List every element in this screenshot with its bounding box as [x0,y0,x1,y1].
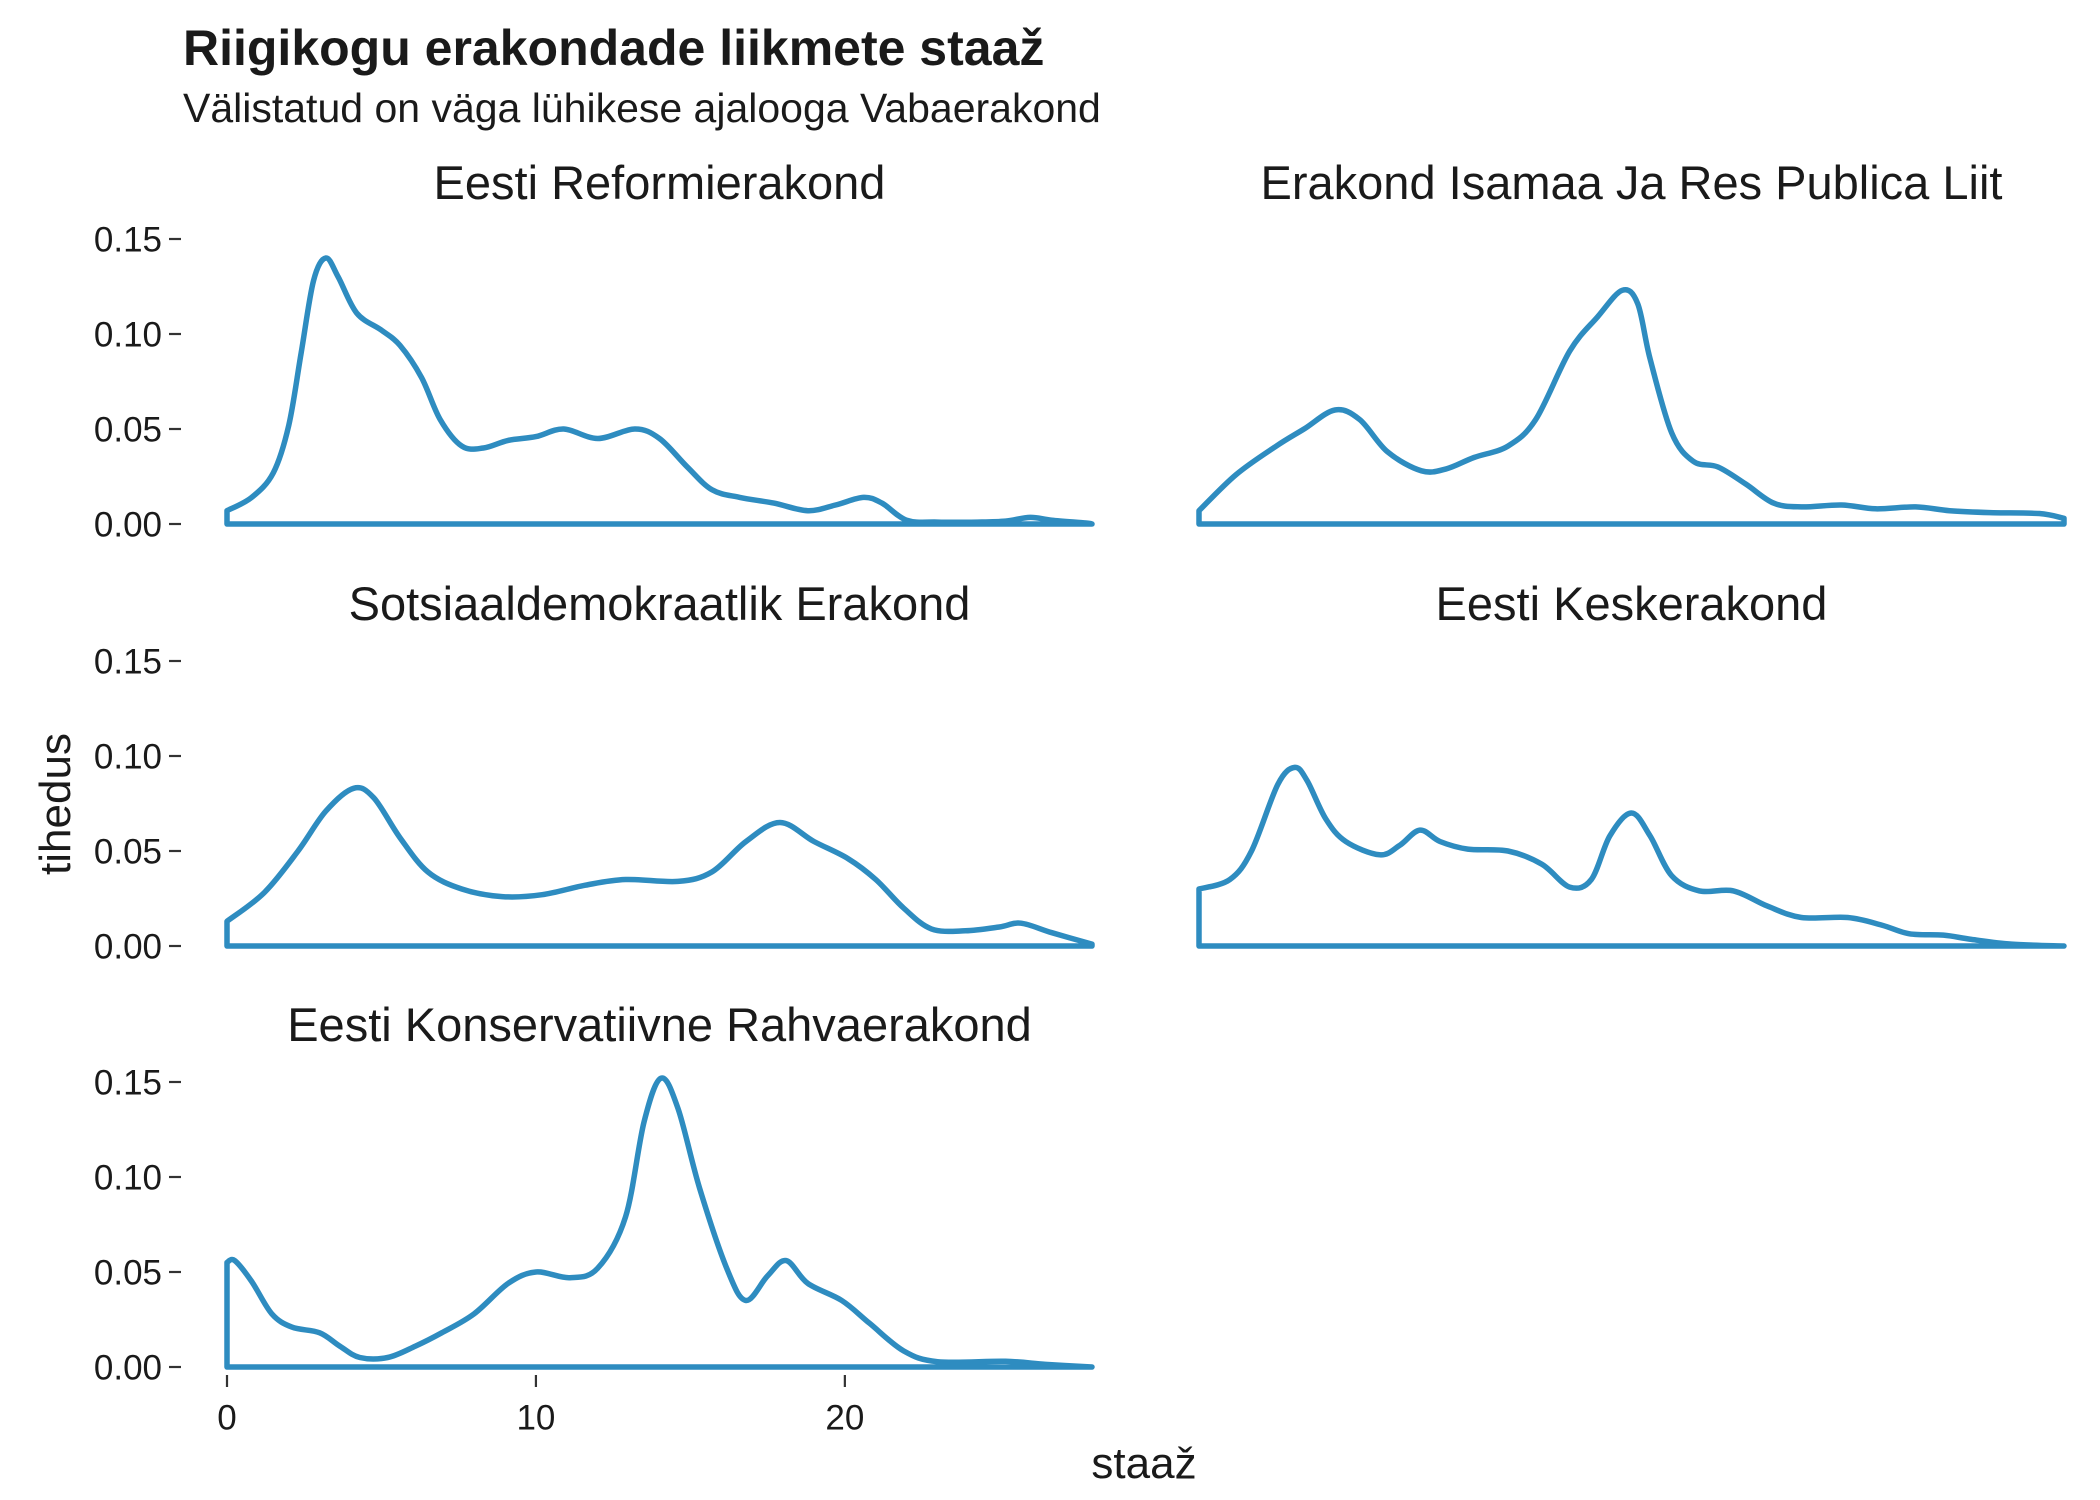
y-tick-label: 0.00 [94,1348,162,1387]
density-line [224,255,1095,527]
density-line [1196,287,2067,527]
density-line [224,784,1095,949]
panel-sotsiaaldemokraatlik-erakond: Sotsiaaldemokraatlik Erakond 0.00 0.05 0.10… [94,577,1095,966]
panel-eesti-keskerakond: Eesti Keskerakond [1196,577,2067,949]
x-tick-label: 10 [516,1398,555,1437]
density-line [224,1075,1095,1370]
panel-title: Eesti Reformierakond [434,156,886,209]
y-tick-label: 0.15 [94,1063,162,1102]
chart-subtitle: Välistatud on väga lühikese ajalooga Vab… [183,85,1101,131]
y-tick-label: 0.10 [94,1158,162,1197]
panel-title: Eesti Keskerakond [1436,577,1828,630]
x-tick-label: 20 [825,1398,864,1437]
y-tick-label: 0.15 [94,642,162,681]
panel-title: Erakond Isamaa Ja Res Publica Liit [1261,156,2003,209]
y-tick-label: 0.05 [94,410,162,449]
x-tick-label: 0 [217,1398,236,1437]
density-line [1196,764,2067,949]
panel-eesti-reformierakond: Eesti Reformierakond 0.00 0.05 0.10 0.15 [94,156,1095,544]
y-tick-label: 0.15 [94,220,162,259]
x-axis-title: staaž [1091,1439,1196,1488]
y-tick-label: 0.10 [94,737,162,776]
panel-erakond-isamaa-ja-res-publica-liit: Erakond Isamaa Ja Res Publica Liit [1196,156,2067,527]
y-tick-label: 0.00 [94,505,162,544]
panel-title: Sotsiaaldemokraatlik Erakond [349,577,971,630]
panel-title: Eesti Konservatiivne Rahvaerakond [287,998,1032,1051]
y-tick-label: 0.05 [94,832,162,871]
y-tick-label: 0.05 [94,1253,162,1292]
panel-eesti-konservatiivne-rahvaerakond: Eesti Konservatiivne Rahvaerakond 0.00 0.0… [94,998,1095,1437]
y-axis-title: tihedus [31,733,80,875]
y-tick-label: 0.10 [94,315,162,354]
y-tick-label: 0.00 [94,927,162,966]
chart-title: Riigikogu erakondade liikmete staaž [183,20,1044,76]
facet-panels: Eesti Reformierakond 0.00 0.05 0.10 0.15 Erak… [94,156,2067,1437]
